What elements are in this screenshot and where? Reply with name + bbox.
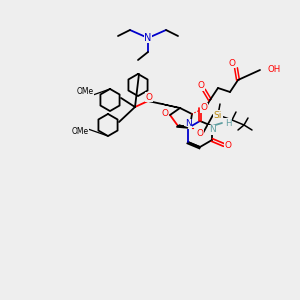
Text: O: O — [197, 82, 205, 91]
Text: N: N — [144, 33, 152, 43]
Polygon shape — [162, 104, 181, 108]
Text: O: O — [224, 140, 232, 149]
Text: N: N — [208, 125, 215, 134]
Text: N: N — [184, 119, 191, 128]
Text: O: O — [200, 103, 208, 112]
Text: O: O — [146, 92, 152, 101]
Polygon shape — [176, 125, 188, 128]
Text: OMe: OMe — [76, 88, 94, 97]
Text: Si: Si — [214, 110, 222, 119]
Text: O: O — [200, 103, 208, 112]
Text: O: O — [161, 109, 169, 118]
Text: H: H — [225, 118, 231, 127]
Text: OMe: OMe — [71, 128, 88, 136]
Text: O: O — [196, 128, 203, 137]
Text: OH: OH — [268, 65, 281, 74]
Text: O: O — [229, 58, 236, 68]
